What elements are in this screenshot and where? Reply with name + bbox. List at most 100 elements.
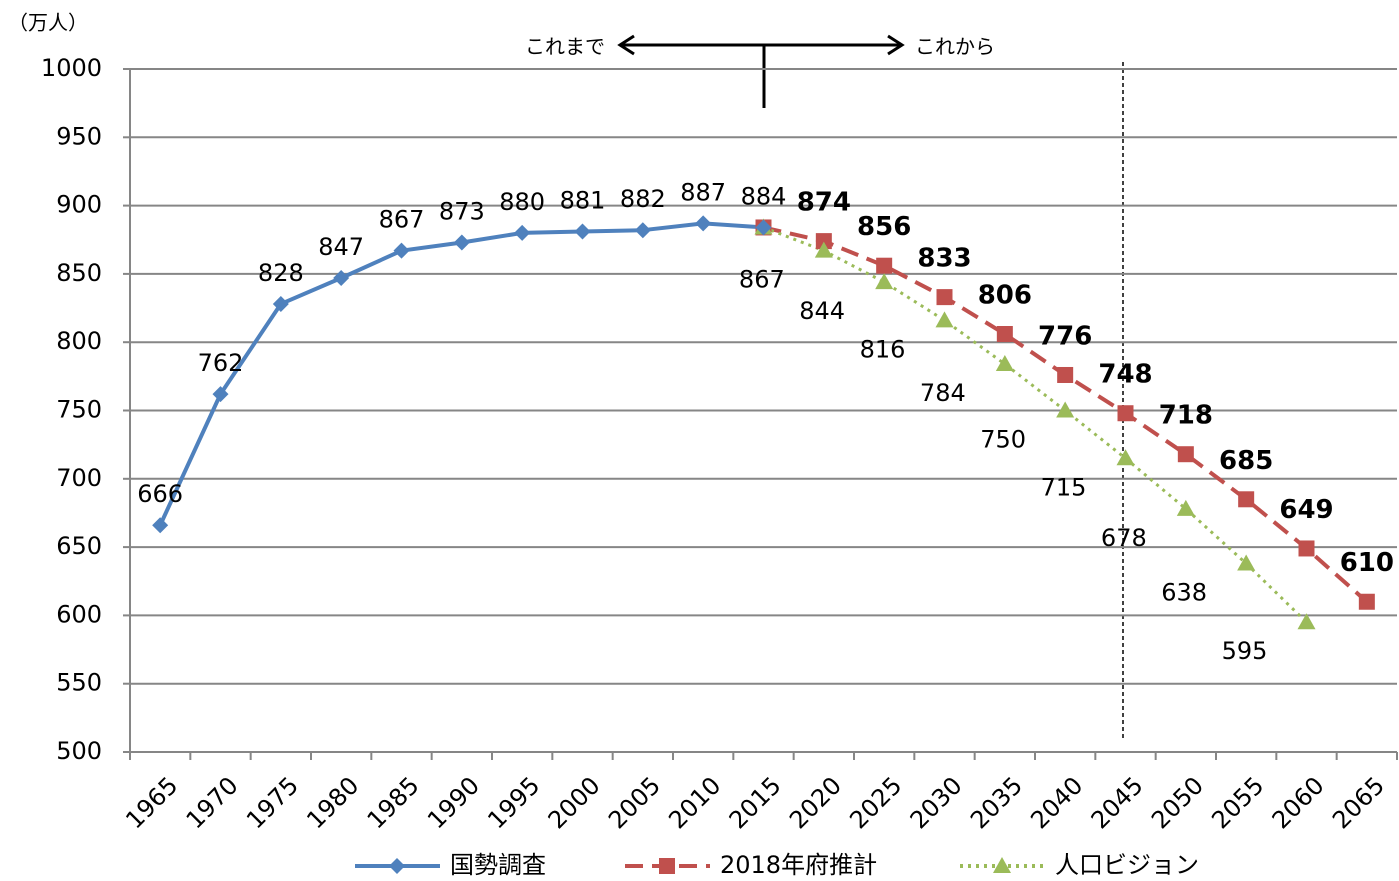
data-label: 718 — [1159, 401, 1213, 431]
data-label: 715 — [1041, 473, 1087, 501]
y-tick-label: 550 — [56, 669, 102, 697]
x-tick-label: 2055 — [1206, 771, 1269, 834]
y-tick-label: 750 — [56, 396, 102, 424]
marker — [875, 273, 894, 290]
x-tick-label: 2020 — [784, 771, 847, 834]
x-tick-label: 2060 — [1267, 771, 1330, 834]
data-label: 610 — [1340, 548, 1394, 578]
data-label: 784 — [920, 379, 966, 407]
x-tick-label: 2065 — [1327, 771, 1390, 834]
marker — [1117, 405, 1134, 422]
data-label: 856 — [857, 212, 911, 242]
marker — [1177, 446, 1194, 463]
marker — [995, 355, 1014, 372]
marker — [1238, 491, 1255, 508]
marker — [272, 295, 289, 312]
annotation: これまで — [525, 35, 605, 59]
x-tick-label: 1965 — [120, 771, 183, 834]
y-tick-label: 950 — [56, 122, 102, 150]
y-tick-label: 1000 — [41, 54, 102, 82]
data-label: 884 — [741, 182, 787, 210]
marker — [935, 311, 954, 328]
marker — [996, 326, 1013, 343]
data-label: 833 — [917, 244, 971, 274]
x-tick-label: 1970 — [181, 771, 244, 834]
marker — [574, 223, 591, 240]
marker — [1176, 499, 1195, 516]
y-tick-label: 900 — [56, 191, 102, 219]
data-label: 847 — [318, 233, 364, 261]
marker — [1056, 401, 1075, 418]
x-tick-label: 2005 — [603, 771, 666, 834]
x-tick-label: 2010 — [663, 771, 726, 834]
marker — [936, 289, 953, 306]
data-label: 882 — [620, 185, 666, 213]
data-label: 828 — [258, 259, 304, 287]
marker — [876, 257, 893, 274]
y-tick-label: 800 — [56, 327, 102, 355]
data-label: 748 — [1098, 360, 1152, 390]
series-line — [158, 221, 764, 527]
legend-label: 2018年府推計 — [720, 851, 877, 879]
data-label: 874 — [797, 188, 851, 218]
x-tick-label: 2000 — [543, 771, 606, 834]
x-tick-label: 2040 — [1025, 771, 1088, 834]
marker — [634, 222, 651, 239]
marker — [1116, 449, 1135, 466]
marker — [993, 857, 1011, 873]
data-label: 806 — [978, 281, 1032, 311]
data-label: 867 — [379, 206, 425, 234]
marker — [659, 858, 675, 874]
marker — [1298, 540, 1315, 557]
y-tick-label: 850 — [56, 259, 102, 287]
unit-label: （万人） — [8, 11, 88, 35]
x-tick-label: 2050 — [1146, 771, 1209, 834]
y-tick-label: 500 — [56, 737, 102, 765]
legend-label: 人口ビジョン — [1055, 851, 1199, 879]
data-label: 649 — [1279, 495, 1333, 525]
x-tick-label: 1985 — [362, 771, 425, 834]
arrows — [617, 34, 905, 108]
marker — [1358, 593, 1375, 610]
marker — [389, 858, 405, 874]
x-tick-label: 2045 — [1086, 771, 1149, 834]
marker — [814, 241, 833, 258]
marker — [695, 215, 712, 232]
data-label: 666 — [137, 480, 183, 508]
marker — [333, 269, 350, 286]
data-label: 762 — [198, 349, 244, 377]
x-tick-label: 1980 — [301, 771, 364, 834]
x-tick-label: 1995 — [482, 771, 545, 834]
data-label: 750 — [980, 426, 1026, 454]
marker — [393, 242, 410, 259]
data-label: 685 — [1219, 446, 1273, 476]
marker — [453, 234, 470, 251]
data-label: 887 — [680, 178, 726, 206]
data-label: 816 — [860, 335, 906, 363]
marker — [755, 219, 772, 236]
x-tick-label: 2015 — [724, 771, 787, 834]
data-label: 844 — [799, 297, 845, 325]
marker — [1237, 554, 1256, 571]
y-tick-label: 700 — [56, 464, 102, 492]
marker — [152, 517, 169, 534]
data-label: 873 — [439, 197, 485, 225]
marker — [514, 224, 531, 241]
series-line — [762, 226, 1308, 624]
y-tick-label: 600 — [56, 600, 102, 628]
data-label: 638 — [1161, 578, 1207, 606]
data-label: 867 — [739, 266, 785, 294]
data-label: 776 — [1038, 321, 1092, 351]
data-label: 595 — [1222, 637, 1268, 665]
x-tick-label: 2025 — [844, 771, 907, 834]
marker — [1057, 366, 1074, 383]
marker — [815, 233, 832, 250]
annotation: これから — [915, 35, 995, 59]
marker — [1297, 613, 1316, 630]
x-tick-label: 1990 — [422, 771, 485, 834]
data-label: 880 — [499, 188, 545, 216]
x-tick-label: 2030 — [905, 771, 968, 834]
legend-label: 国勢調査 — [450, 851, 546, 879]
